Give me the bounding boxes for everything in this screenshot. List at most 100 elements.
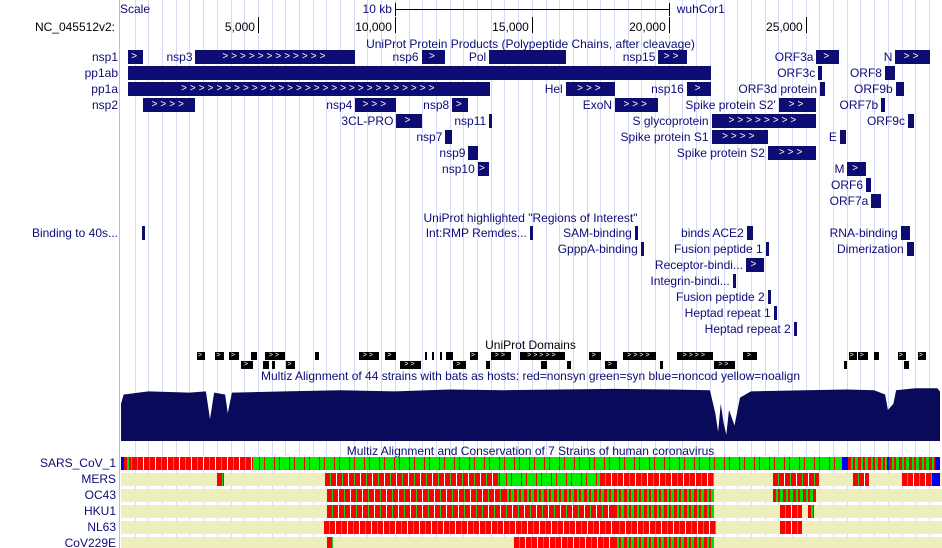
feature-nsp1[interactable]: > xyxy=(128,50,144,64)
domain-block[interactable]: > xyxy=(897,352,906,360)
domain-block[interactable] xyxy=(873,352,879,360)
domain-block[interactable]: > xyxy=(228,352,239,360)
domain-block[interactable]: > xyxy=(214,352,224,360)
feature-label[interactable]: nsp11 xyxy=(454,114,487,128)
domain-block[interactable]: > xyxy=(917,352,926,360)
domain-block[interactable]: >> xyxy=(358,352,379,360)
domain-block[interactable]: > xyxy=(469,352,478,360)
feature-label[interactable]: ORF7b xyxy=(839,98,879,112)
alignment-block[interactable] xyxy=(779,521,802,534)
feature-m[interactable]: > xyxy=(847,162,866,176)
domain-block[interactable]: > xyxy=(196,352,205,360)
feature-label[interactable]: ExoN xyxy=(582,98,613,112)
domain-block[interactable]: >> xyxy=(399,361,421,369)
feature-rna-binding[interactable] xyxy=(900,226,910,240)
domain-block[interactable]: > xyxy=(384,352,396,360)
species-label[interactable]: NL63 xyxy=(87,520,116,534)
feature-receptor-bindi-[interactable]: > xyxy=(745,258,764,272)
protein-products-track-title[interactable]: UniProt Protein Products (Polypeptide Ch… xyxy=(366,37,695,51)
alignment-block[interactable] xyxy=(934,457,940,470)
domain-block[interactable]: > xyxy=(240,361,253,369)
alignment-block[interactable] xyxy=(324,473,500,486)
alignment-block[interactable] xyxy=(326,489,505,502)
feature-label[interactable]: nsp15 xyxy=(622,50,656,64)
track-row-label[interactable]: nsp2 xyxy=(91,98,118,112)
feature-orf3c[interactable] xyxy=(818,66,822,80)
feature-label[interactable]: GpppA-binding xyxy=(557,242,638,256)
feature-orf9c[interactable] xyxy=(907,114,915,128)
feature-label[interactable]: Int:RMP Remdes... xyxy=(425,226,527,240)
track-row-label[interactable]: pp1a xyxy=(91,82,118,96)
feature-label[interactable]: ORF3a xyxy=(774,50,814,64)
species-label[interactable]: MERS xyxy=(81,472,116,486)
feature-label[interactable]: Heptad repeat 1 xyxy=(684,306,771,320)
domain-block[interactable]: > xyxy=(742,352,757,360)
feature-label[interactable]: Fusion peptide 2 xyxy=(676,290,765,304)
feature-orf7a[interactable] xyxy=(871,194,882,208)
feature-label[interactable]: Binding to 40s... xyxy=(31,226,118,240)
feature-nsp9[interactable] xyxy=(468,146,478,160)
feature-label[interactable]: ORF3c xyxy=(777,66,816,80)
feature-label[interactable]: Integrin-bindi... xyxy=(650,274,730,288)
alignment-block[interactable] xyxy=(841,457,848,470)
domain-block[interactable] xyxy=(445,352,453,360)
domain-block[interactable] xyxy=(843,361,847,369)
domain-block[interactable]: > xyxy=(857,352,868,360)
alignment-block[interactable] xyxy=(931,473,940,486)
species-label[interactable]: OC43 xyxy=(84,488,116,502)
feature-label[interactable]: nsp10 xyxy=(442,162,475,176)
feature-heptad-repeat-1[interactable] xyxy=(773,306,777,320)
domain-block[interactable] xyxy=(250,352,257,360)
alignment-block[interactable] xyxy=(513,537,614,548)
feature-heptad-repeat-2[interactable] xyxy=(793,322,797,336)
feature-label[interactable]: ORF8 xyxy=(849,66,882,80)
feature-binds-ace2[interactable] xyxy=(746,226,753,240)
feature-nsp7[interactable] xyxy=(445,130,453,144)
domain-block[interactable] xyxy=(262,361,269,369)
alignment-block[interactable] xyxy=(123,457,132,470)
feature-label[interactable]: ORF9c xyxy=(866,114,905,128)
track-row-label[interactable]: pp1ab xyxy=(84,66,118,80)
feature-label[interactable]: binds ACE2 xyxy=(681,226,744,240)
feature-int-rmp-remdes-[interactable] xyxy=(529,226,533,240)
feature-label[interactable]: nsp3 xyxy=(166,50,193,64)
feature-pol[interactable] xyxy=(489,50,566,64)
alignment-block[interactable] xyxy=(499,473,600,486)
domain-block[interactable]: >>>> xyxy=(676,352,713,360)
alignment-block[interactable] xyxy=(613,521,716,534)
domain-block[interactable] xyxy=(540,361,547,369)
track-row-label[interactable]: nsp1 xyxy=(91,50,118,64)
domain-block[interactable]: >>>> xyxy=(622,352,656,360)
domain-block[interactable] xyxy=(485,361,490,369)
alignment-block[interactable] xyxy=(772,489,816,502)
domain-block[interactable]: > xyxy=(588,352,601,360)
feature-label[interactable]: Spike protein S2' xyxy=(685,98,776,112)
alignment-block[interactable] xyxy=(504,489,614,502)
domain-block[interactable] xyxy=(903,361,909,369)
domains-track-title[interactable]: UniProt Domains xyxy=(485,338,576,352)
domain-block[interactable]: > xyxy=(604,361,617,369)
alignment-block[interactable] xyxy=(599,473,714,486)
domain-block[interactable]: > xyxy=(848,352,857,360)
feature-spike-protein-s2-[interactable]: >> xyxy=(778,98,817,112)
feature-fusion-peptide-2[interactable] xyxy=(767,290,771,304)
alignment-block[interactable] xyxy=(901,473,932,486)
feature-label[interactable]: nsp16 xyxy=(651,82,684,96)
bat-multiz-track-title[interactable]: Multiz Alignment of 44 strains with bats… xyxy=(261,369,800,383)
alignment-block[interactable] xyxy=(847,457,887,470)
feature-label[interactable]: nsp8 xyxy=(423,98,450,112)
feature-nsp15[interactable]: >> xyxy=(658,50,687,64)
feature-hel[interactable]: >>> xyxy=(565,82,616,96)
feature-label[interactable]: Spike protein S2 xyxy=(676,146,765,160)
feature-nsp3[interactable]: >>>>>>>>>>>> xyxy=(195,50,356,64)
feature-nsp6[interactable]: > xyxy=(421,50,446,64)
domain-block[interactable] xyxy=(439,352,442,360)
domain-block[interactable] xyxy=(424,352,427,360)
feature-orf3d-protein[interactable] xyxy=(820,82,825,96)
feature-n[interactable]: >> xyxy=(895,50,930,64)
alignment-block[interactable] xyxy=(323,521,614,534)
alignment-block[interactable] xyxy=(886,457,890,470)
alignment-block[interactable] xyxy=(889,457,935,470)
domain-block[interactable]: > xyxy=(285,361,295,369)
